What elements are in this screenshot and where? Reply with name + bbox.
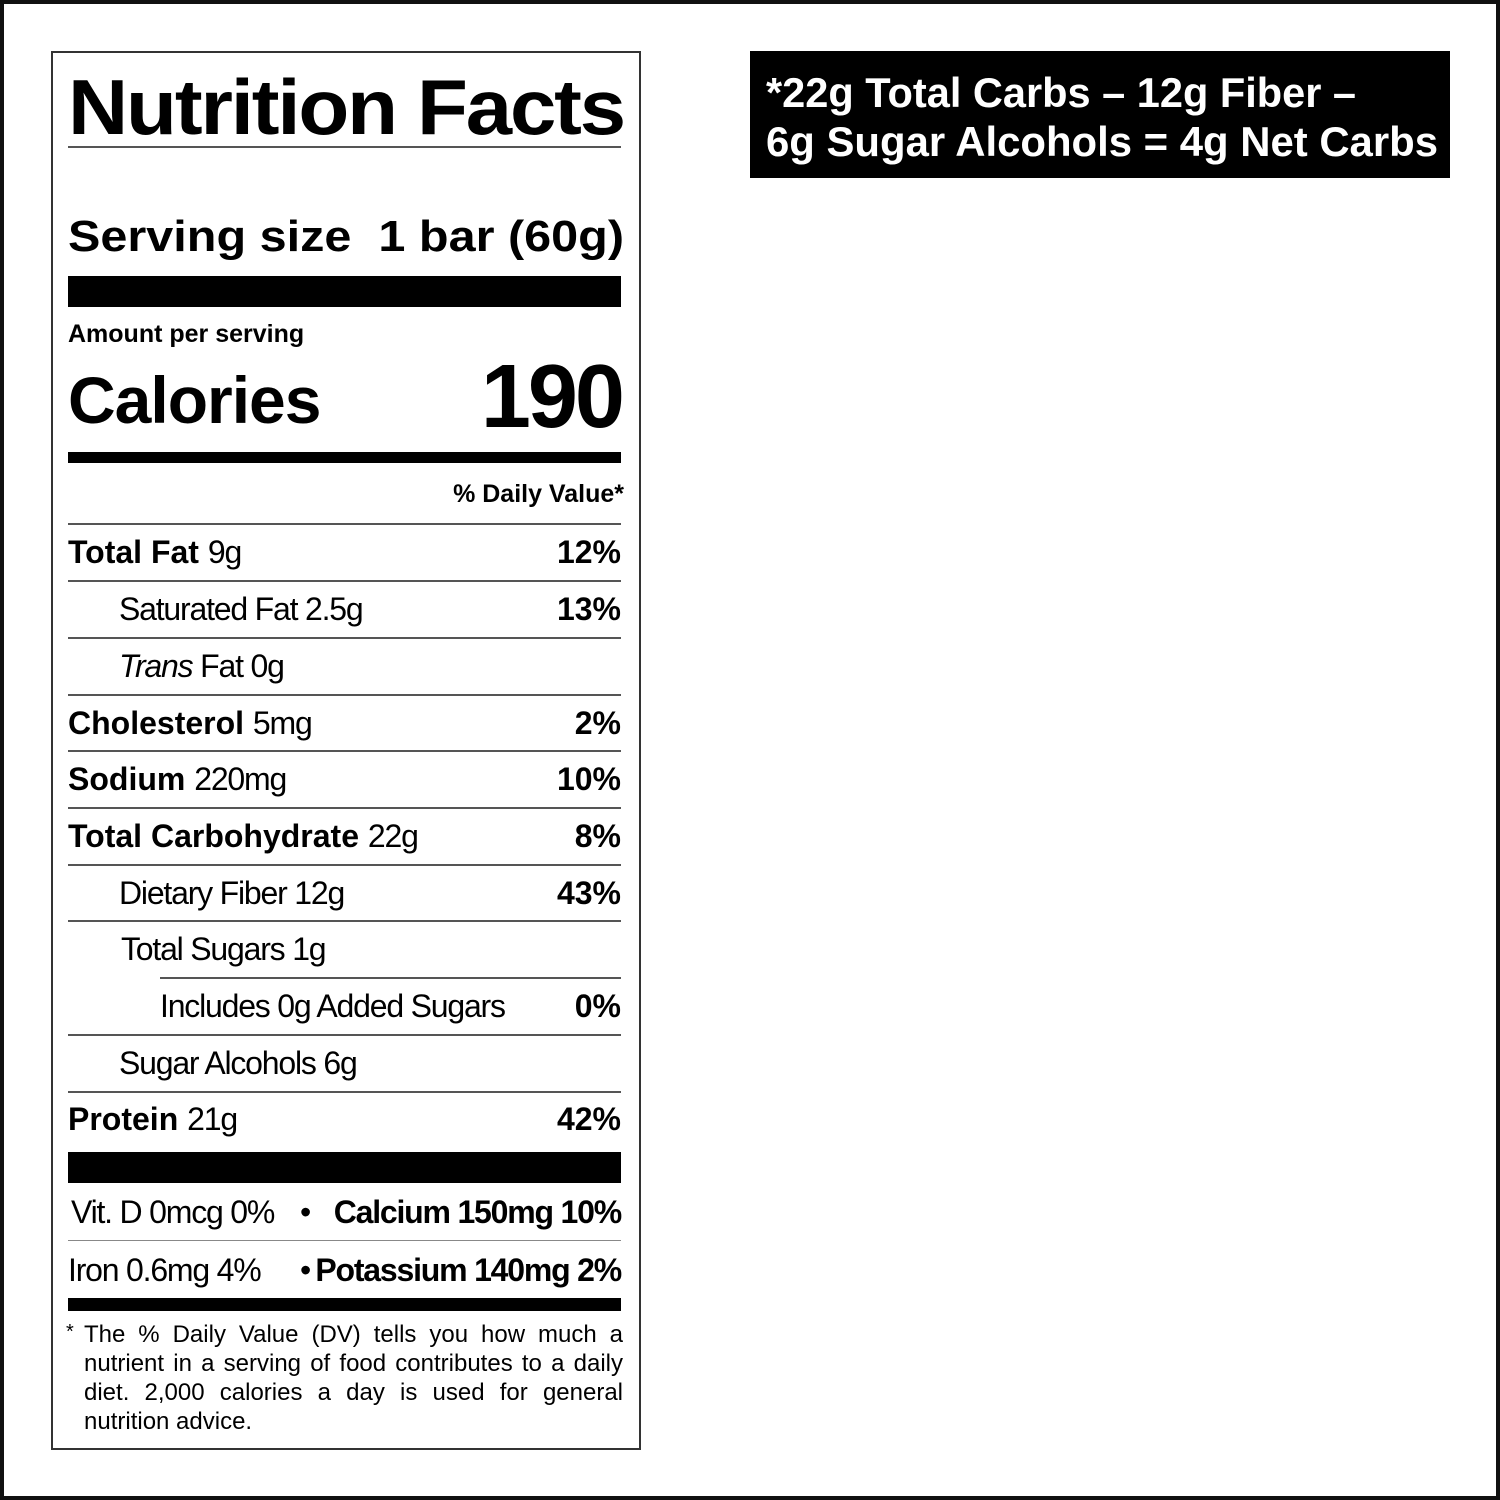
- nutrient-row-added-sugars: Includes 0g Added Sugars 0%: [68, 988, 621, 1028]
- nutrient-name: Includes 0g Added Sugars: [160, 988, 506, 1024]
- nutrient-row-trans-fat: Trans Fat 0g: [68, 648, 621, 688]
- divider: [68, 864, 621, 866]
- serving-size-label: Serving size: [68, 212, 352, 261]
- nutrition-facts-label: [51, 51, 641, 1450]
- nutrient-name: Fat: [200, 648, 244, 684]
- nutrient-amount: 9g: [207, 534, 242, 570]
- nutrient-amount: 1g: [292, 931, 326, 967]
- nutrient-row-protein: Protein 21g 42%: [68, 1101, 621, 1141]
- thick-divider: [68, 276, 621, 307]
- divider: [68, 920, 621, 922]
- medium-divider: [68, 1298, 621, 1311]
- nutrient-name: Total Fat: [68, 534, 199, 570]
- nutrient-amount: 2.5g: [305, 591, 364, 627]
- bullet-separator: •: [300, 1194, 311, 1230]
- nutrient-name: Total Carbohydrate: [68, 818, 359, 854]
- net-carbs-line-1: *22g Total Carbs – 12g Fiber –: [766, 69, 1356, 116]
- nutrient-row-sodium: Sodium 220mg 10%: [68, 761, 621, 801]
- nutrient-amount: 5mg: [252, 705, 313, 741]
- iron: Iron 0.6mg 4%: [68, 1252, 262, 1288]
- nutrient-amount: 21g: [187, 1101, 238, 1137]
- nutrient-dv: 43%: [556, 875, 621, 911]
- amount-per-serving: Amount per serving: [68, 320, 305, 348]
- nutrient-name: Dietary Fiber: [119, 875, 288, 911]
- divider: [68, 146, 621, 148]
- nutrient-row-dietary-fiber: Dietary Fiber 12g 43%: [68, 875, 621, 915]
- serving-size-value: 1 bar (60g): [378, 212, 624, 261]
- potassium: Potassium 140mg 2%: [315, 1252, 622, 1288]
- nutrient-dv: 12%: [556, 534, 621, 570]
- nutrient-amount: 0g: [250, 648, 284, 684]
- nutrient-row-sugar-alcohols: Sugar Alcohols 6g: [68, 1045, 621, 1085]
- net-carbs-line-2: 6g Sugar Alcohols = 4g Net Carbs: [766, 118, 1438, 165]
- nutrient-amount: 22g: [367, 818, 419, 854]
- nutrient-row-cholesterol: Cholesterol 5mg 2%: [68, 705, 621, 745]
- divider: [68, 523, 621, 525]
- footnote-text: The % Daily Value (DV) tells you how muc…: [84, 1321, 623, 1435]
- divider: [68, 750, 621, 752]
- nutrient-amount: 6g: [323, 1045, 357, 1081]
- label-title: Nutrition Facts: [68, 63, 626, 151]
- nutrient-name: Sodium: [68, 761, 186, 797]
- divider: [68, 580, 621, 582]
- vitamin-d: Vit. D 0mcg 0%: [71, 1194, 275, 1230]
- nutrient-row-total-fat: Total Fat 9g 12%: [68, 534, 621, 574]
- nutrient-name: Saturated Fat: [119, 591, 298, 627]
- calories-value: 190: [480, 347, 625, 447]
- divider: [68, 1240, 621, 1241]
- nutrient-dv: 2%: [574, 705, 621, 741]
- nutrient-name: Sugar Alcohols: [119, 1045, 317, 1081]
- nutrient-dv: 0%: [574, 988, 621, 1024]
- divider: [68, 1034, 621, 1036]
- divider: [68, 1091, 621, 1093]
- divider: [160, 977, 621, 979]
- nutrient-name-italic: Trans: [119, 648, 194, 684]
- net-carbs-callout: *22g Total Carbs – 12g Fiber – 6g Sugar …: [750, 51, 1450, 178]
- daily-value-header: % Daily Value*: [453, 480, 624, 508]
- nutrient-amount: 12g: [294, 875, 345, 911]
- divider: [68, 807, 621, 809]
- nutrient-dv: 42%: [556, 1101, 621, 1137]
- nutrient-row-total-sugars: Total Sugars 1g: [68, 931, 621, 971]
- nutrient-dv: 10%: [556, 761, 621, 797]
- footnote-star: *: [66, 1321, 74, 1343]
- thick-divider: [68, 1152, 621, 1183]
- vitamin-row: Vit. D 0mcg 0% • Calcium 150mg 10%: [68, 1194, 623, 1234]
- divider: [68, 637, 621, 639]
- footnote: * The % Daily Value (DV) tells you how m…: [66, 1320, 623, 1436]
- nutrient-amount: 220mg: [194, 761, 287, 797]
- nutrient-dv: 13%: [556, 591, 621, 627]
- nutrient-name: Total Sugars: [121, 931, 286, 967]
- nutrient-row-saturated-fat: Saturated Fat 2.5g 13%: [68, 591, 621, 631]
- bullet-separator: •: [300, 1252, 311, 1288]
- nutrient-dv: 8%: [574, 818, 621, 854]
- mineral-row: Iron 0.6mg 4% • Potassium 140mg 2%: [68, 1252, 622, 1292]
- nutrient-row-total-carbohydrate: Total Carbohydrate 22g 8%: [68, 818, 621, 858]
- nutrient-name: Protein: [68, 1101, 179, 1137]
- calories-label: Calories: [68, 363, 321, 437]
- serving-size: Serving size 1 bar (60g): [68, 212, 624, 262]
- divider: [68, 694, 621, 696]
- medium-divider: [68, 452, 621, 463]
- nutrient-name: Cholesterol: [68, 705, 245, 741]
- calcium: Calcium 150mg 10%: [333, 1194, 623, 1230]
